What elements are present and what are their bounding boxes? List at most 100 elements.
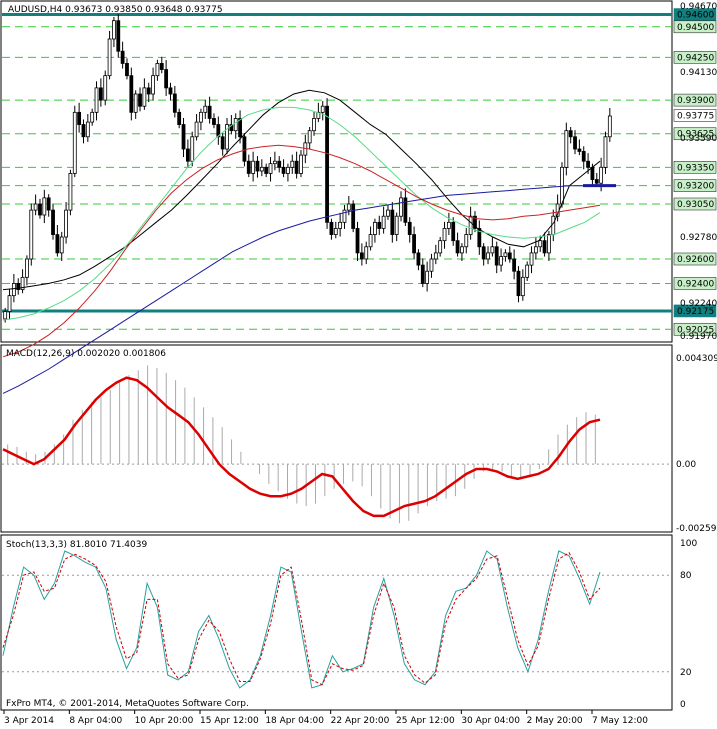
candle-body (373, 221, 377, 235)
candle-body (168, 87, 173, 95)
candle-body (547, 234, 551, 254)
candle-body (16, 283, 21, 290)
candle-body (238, 118, 242, 138)
candle-body (242, 136, 247, 162)
price-badge-label: 0.94600 (677, 11, 714, 21)
candle-body (442, 228, 447, 242)
candle-body (233, 118, 238, 132)
price-badge-label: 0.92025 (677, 325, 714, 335)
candle-body (85, 121, 90, 138)
price-badge (673, 322, 717, 336)
candle-body (607, 115, 612, 138)
candle-body (64, 209, 68, 238)
candle-body (464, 234, 469, 248)
candle-body (429, 258, 434, 272)
candle-body (455, 240, 460, 254)
candle-body (451, 221, 456, 242)
stoch-axis-label: 0 (680, 700, 686, 710)
candle-body (164, 69, 169, 89)
price-badge (673, 179, 717, 192)
candle-body (125, 63, 129, 77)
chart-title: AUDUSD,H4 0.93673 0.93850 0.93648 0.9377… (8, 5, 223, 15)
candle-body (490, 246, 495, 254)
price-badge (673, 109, 717, 122)
candle-body (299, 154, 303, 174)
candle-body (90, 111, 95, 123)
macd-title: MACD(12,26,9) 0.002020 0.001806 (6, 349, 166, 359)
x-axis-label: 25 Apr 12:00 (396, 716, 455, 726)
candle-body (581, 151, 586, 162)
macd-axis-label: 0.004309 (676, 354, 717, 364)
candle-body (560, 166, 564, 205)
price-badge (673, 277, 717, 290)
candle-body (259, 166, 264, 172)
price-badge-label: 0.93050 (677, 200, 714, 210)
candle-body (481, 246, 486, 260)
stoch-panel-frame (0, 534, 673, 711)
macd-axis-label: -0.002595 (676, 524, 717, 534)
x-axis-label: 30 Apr 04:00 (461, 716, 520, 726)
candle-body (351, 203, 356, 229)
candle-body (529, 252, 534, 266)
candle-body (151, 75, 155, 95)
price-badge-label: 0.92400 (677, 279, 714, 289)
candle-body (25, 258, 29, 278)
candle-body (473, 215, 477, 229)
candle-body (568, 130, 573, 138)
candle-body (586, 160, 590, 168)
candle-body (20, 276, 25, 290)
candle-body (446, 221, 451, 229)
candle-body (503, 252, 508, 257)
candle-body (386, 209, 390, 217)
price-badge-label: 0.94250 (677, 53, 714, 63)
candle-body (255, 160, 260, 172)
candle-body (181, 124, 186, 150)
candle-body (155, 63, 160, 77)
candle-body (399, 197, 403, 217)
candle-body (7, 295, 12, 312)
candle-body (394, 215, 399, 235)
stoch-axis-label: 80 (680, 571, 692, 581)
price-badge (673, 304, 717, 318)
macd-signal-line (2, 376, 601, 518)
x-axis-label: 10 Apr 20:00 (135, 716, 194, 726)
candle-body (320, 105, 325, 113)
candle-body (307, 130, 312, 144)
stoch-axis-label: 20 (680, 668, 692, 678)
candle-body (264, 166, 269, 174)
x-axis-label: 7 May 12:00 (592, 716, 648, 726)
price-badge-label: 0.93900 (677, 96, 714, 106)
candle-body (390, 209, 395, 235)
candle-body (551, 215, 556, 235)
candle-body (520, 276, 525, 297)
candle-body (59, 236, 64, 254)
candle-body (377, 221, 382, 229)
candle-body (225, 124, 229, 150)
candle-body (338, 221, 343, 229)
candle-body (525, 264, 530, 278)
candle-body (512, 258, 517, 272)
candle-body (542, 240, 547, 254)
candle-body (425, 270, 430, 284)
candle-body (220, 136, 225, 150)
candle-body (533, 246, 538, 254)
candle-body (112, 20, 116, 40)
macd-indicator: 0.004309 0.00 -0.002595 (2, 354, 717, 534)
candle-body (42, 197, 47, 216)
price-badge (673, 197, 717, 211)
candle-body (416, 252, 421, 266)
x-axis-label: 8 Apr 04:00 (69, 716, 122, 726)
candle-body (538, 240, 543, 248)
price-axis-label: 0.91970 (680, 332, 717, 342)
candle-body (573, 136, 577, 150)
moving-averages (2, 89, 616, 394)
candle-body (38, 203, 42, 216)
price-axis-label: 0.92780 (680, 233, 717, 243)
candle-body (325, 105, 329, 223)
stoch-axis-label: 100 (680, 539, 697, 549)
candle-body (412, 234, 416, 254)
moving-average-line (2, 106, 601, 321)
